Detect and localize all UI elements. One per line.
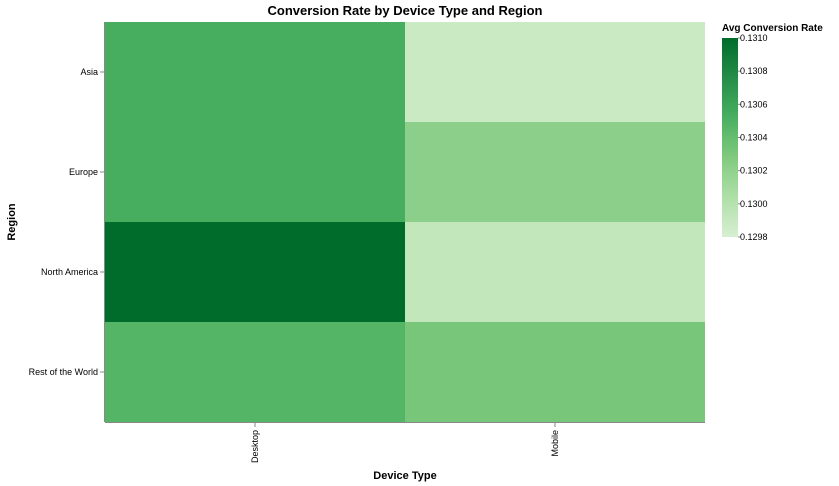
legend-tick-label: 0.1308 <box>740 66 768 76</box>
heatmap-cell <box>105 122 405 222</box>
y-tick-label: Europe <box>69 167 98 177</box>
x-axis: Desktop Mobile <box>105 422 705 463</box>
y-tick-label: Rest of the World <box>29 367 98 377</box>
chart-title: Conversion Rate by Device Type and Regio… <box>268 3 543 18</box>
heatmap-cell <box>405 122 705 222</box>
y-axis: Asia Europe North America Rest of the World <box>29 22 105 422</box>
color-legend: Avg Conversion Rate 0.13100.13080.13060.… <box>722 23 823 242</box>
legend-tick-label: 0.1306 <box>740 99 768 109</box>
x-tick-label: Mobile <box>550 430 560 457</box>
legend-tick-label: 0.1310 <box>740 33 768 43</box>
legend-tick-label: 0.1302 <box>740 166 768 176</box>
legend-gradient-bar <box>722 38 738 237</box>
heatmap-cell <box>105 322 405 422</box>
heatmap-cell <box>105 222 405 322</box>
legend-tick-label: 0.1304 <box>740 133 768 143</box>
heatmap-cell <box>105 22 405 122</box>
heatmap-cell <box>405 222 705 322</box>
heatmap-cell <box>405 22 705 122</box>
legend-tick-label: 0.1300 <box>740 199 768 209</box>
y-tick-label: North America <box>41 267 98 277</box>
heatmap-cells <box>105 22 705 422</box>
x-axis-title: Device Type <box>373 470 436 482</box>
legend-ticks: 0.1310 0.1308 0.1306 0.1304 0.1302 0.1300 0.12… <box>738 33 768 242</box>
y-tick-label: Asia <box>80 67 98 77</box>
y-axis-title: Region <box>6 203 18 241</box>
heatmap-cell <box>405 322 705 422</box>
x-tick-label: Desktop <box>250 430 260 463</box>
legend-tick-label: 0.1298 <box>740 232 768 242</box>
legend-title: Avg Conversion Rate <box>722 23 823 34</box>
